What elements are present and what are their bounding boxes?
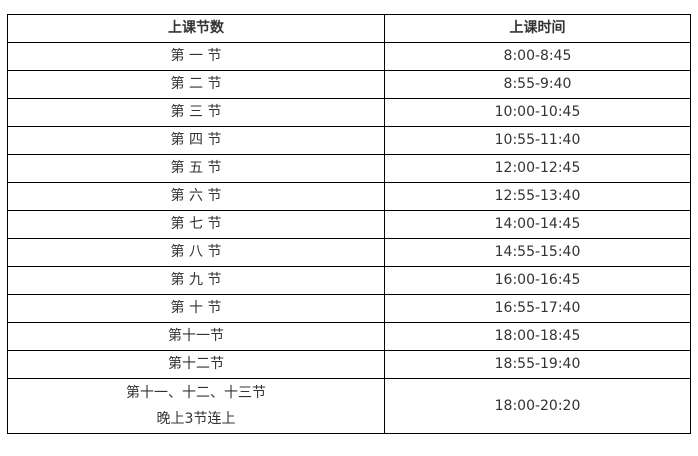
table-row: 第 十 节 16:55-17:40 bbox=[7, 294, 691, 323]
table-row-last: 第十一、十二、十三节 晚上3节连上 18:00-20:20 bbox=[7, 378, 691, 434]
header-row: 上课节数 上课时间 bbox=[7, 14, 691, 43]
period-cell: 第 九 节 bbox=[7, 266, 385, 295]
time-cell: 18:55-19:40 bbox=[384, 350, 691, 379]
table-row: 第 四 节 10:55-11:40 bbox=[7, 126, 691, 155]
table-row: 第 九 节 16:00-16:45 bbox=[7, 266, 691, 295]
header-period: 上课节数 bbox=[7, 14, 385, 43]
time-cell: 8:00-8:45 bbox=[384, 42, 691, 71]
time-cell: 16:55-17:40 bbox=[384, 294, 691, 323]
period-cell: 第 五 节 bbox=[7, 154, 385, 183]
class-schedule-table: 上课节数 上课时间 第 一 节 8:00-8:45 第 二 节 8:55-9:40 第 … bbox=[7, 14, 691, 434]
period-cell: 第 七 节 bbox=[7, 210, 385, 239]
period-line-1: 第十一、十二、十三节 bbox=[126, 385, 266, 401]
time-cell: 14:55-15:40 bbox=[384, 238, 691, 267]
time-cell: 18:00-20:20 bbox=[384, 378, 691, 434]
time-cell: 8:55-9:40 bbox=[384, 70, 691, 99]
period-cell: 第 八 节 bbox=[7, 238, 385, 267]
period-cell: 第十一、十二、十三节 晚上3节连上 bbox=[7, 378, 385, 434]
period-cell: 第十一节 bbox=[7, 322, 385, 351]
period-cell: 第 四 节 bbox=[7, 126, 385, 155]
time-cell: 12:00-12:45 bbox=[384, 154, 691, 183]
time-cell: 10:00-10:45 bbox=[384, 98, 691, 127]
period-cell: 第十二节 bbox=[7, 350, 385, 379]
time-cell: 10:55-11:40 bbox=[384, 126, 691, 155]
header-time: 上课时间 bbox=[384, 14, 691, 43]
period-line-2: 晚上3节连上 bbox=[156, 411, 236, 427]
table-row: 第十一节 18:00-18:45 bbox=[7, 322, 691, 351]
table-row: 第 七 节 14:00-14:45 bbox=[7, 210, 691, 239]
period-cell: 第 十 节 bbox=[7, 294, 385, 323]
time-cell: 16:00-16:45 bbox=[384, 266, 691, 295]
period-cell: 第 六 节 bbox=[7, 182, 385, 211]
table-row: 第 五 节 12:00-12:45 bbox=[7, 154, 691, 183]
table-row: 第 三 节 10:00-10:45 bbox=[7, 98, 691, 127]
period-cell: 第 一 节 bbox=[7, 42, 385, 71]
time-cell: 12:55-13:40 bbox=[384, 182, 691, 211]
period-cell: 第 三 节 bbox=[7, 98, 385, 127]
time-cell: 14:00-14:45 bbox=[384, 210, 691, 239]
time-cell: 18:00-18:45 bbox=[384, 322, 691, 351]
table-row: 第 一 节 8:00-8:45 bbox=[7, 42, 691, 71]
period-cell: 第 二 节 bbox=[7, 70, 385, 99]
table-row: 第十二节 18:55-19:40 bbox=[7, 350, 691, 379]
table-row: 第 八 节 14:55-15:40 bbox=[7, 238, 691, 267]
table-row: 第 六 节 12:55-13:40 bbox=[7, 182, 691, 211]
table-row: 第 二 节 8:55-9:40 bbox=[7, 70, 691, 99]
